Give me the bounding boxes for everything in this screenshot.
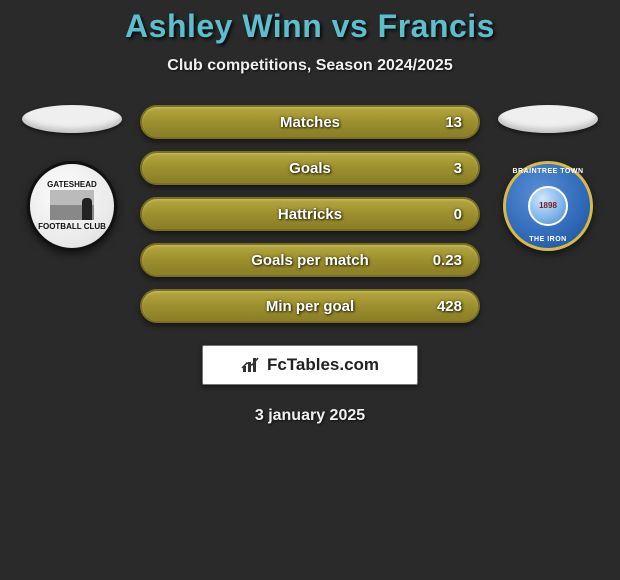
crest-text-bottom: FOOTBALL CLUB [38, 223, 106, 232]
brand-box: FcTables.com [202, 345, 418, 385]
stat-bar: Hattricks 0 [140, 197, 480, 231]
left-team-crest: GATESHEAD FOOTBALL CLUB [27, 161, 117, 251]
crest-year: 1898 [539, 202, 557, 211]
page-subtitle: Club competitions, Season 2024/2025 [0, 57, 620, 75]
stat-label: Goals [289, 160, 331, 177]
crest-text-top: BRAINTREE TOWN [512, 168, 583, 176]
right-column: BRAINTREE TOWN 1898 THE IRON [498, 105, 598, 251]
stat-label: Min per goal [266, 298, 354, 315]
stat-value: 428 [437, 298, 462, 315]
crest-ball-icon: 1898 [528, 186, 568, 226]
stat-value: 3 [454, 160, 462, 177]
crest-text-bottom: THE IRON [529, 236, 566, 244]
infographic-root: Ashley Winn vs Francis Club competitions… [0, 0, 620, 425]
stat-bar: Goals 3 [140, 151, 480, 185]
stat-value: 13 [445, 114, 462, 131]
left-oval [22, 105, 122, 133]
left-column: GATESHEAD FOOTBALL CLUB [22, 105, 122, 251]
page-title: Ashley Winn vs Francis [0, 8, 620, 45]
stat-value: 0 [454, 206, 462, 223]
stat-bar: Matches 13 [140, 105, 480, 139]
stat-value: 0.23 [433, 252, 462, 269]
chart-icon [241, 356, 261, 374]
crest-art-icon [50, 190, 94, 220]
right-oval [498, 105, 598, 133]
footer-date: 3 january 2025 [0, 407, 620, 425]
stat-bar: Min per goal 428 [140, 289, 480, 323]
stat-label: Hattricks [278, 206, 342, 223]
stat-label: Matches [280, 114, 340, 131]
stat-label: Goals per match [251, 252, 369, 269]
crest-text-top: GATESHEAD [47, 181, 97, 190]
main-row: GATESHEAD FOOTBALL CLUB Matches 13 Goals… [0, 105, 620, 323]
right-team-crest: BRAINTREE TOWN 1898 THE IRON [503, 161, 593, 251]
stats-bars: Matches 13 Goals 3 Hattricks 0 Goals per… [140, 105, 480, 323]
brand-text: FcTables.com [267, 355, 379, 375]
stat-bar: Goals per match 0.23 [140, 243, 480, 277]
